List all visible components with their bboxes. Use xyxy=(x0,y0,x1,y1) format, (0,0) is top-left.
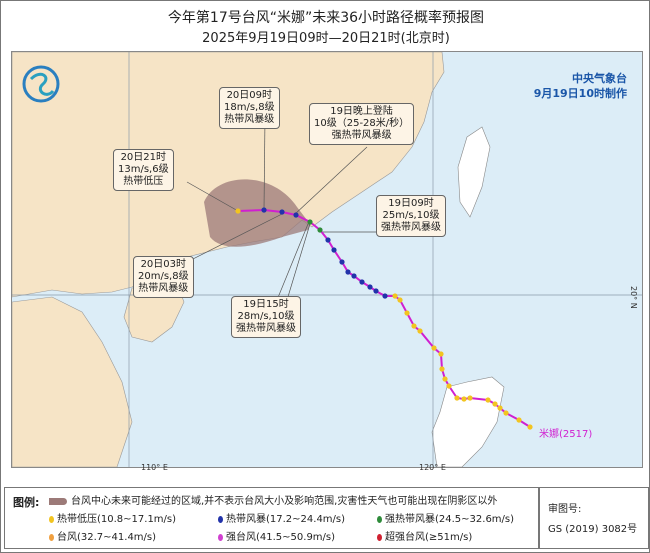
track-point xyxy=(261,207,267,213)
legend-item: 超强台风(≥51m/s) xyxy=(377,528,472,543)
annotation-landfall: 19日晚上登陆 10级（25-28米/秒） 强热带风暴级 xyxy=(309,103,415,145)
track-point xyxy=(442,376,448,382)
track-point xyxy=(293,212,299,218)
track-point xyxy=(527,424,533,430)
track-point xyxy=(392,293,398,299)
lon-110-label: 110° E xyxy=(141,463,168,472)
callout-lines xyxy=(186,116,407,301)
annotation-19d15: 19日15时 28m/s,10级 强热带风暴级 xyxy=(231,296,301,338)
track-point xyxy=(382,293,388,299)
track-point xyxy=(467,395,473,401)
cma-logo-icon xyxy=(22,65,60,103)
legend-item: 热带风暴(17.2~24.4m/s) xyxy=(218,510,345,525)
map-title: 今年第17号台风“米娜”未来36小时路径概率预报图 xyxy=(167,10,485,26)
cone-swatch-icon xyxy=(49,497,67,505)
track-point xyxy=(367,284,373,290)
legend-item: 强台风(41.5~50.9m/s) xyxy=(218,528,335,543)
track-point xyxy=(235,208,241,214)
track-point xyxy=(404,310,410,316)
lon-120-label: 120° E xyxy=(419,463,446,472)
taiwan xyxy=(457,126,491,218)
track-point xyxy=(485,397,491,403)
approval-label: 审图号: xyxy=(548,504,582,515)
track-point xyxy=(461,396,467,402)
typhoon-track xyxy=(237,208,531,428)
track-point xyxy=(279,209,285,215)
legend-item: 台风(32.7~41.4m/s) xyxy=(49,528,156,543)
indochina xyxy=(12,296,133,467)
approval-number: GS (2019) 3082号 xyxy=(548,524,638,535)
track-point xyxy=(345,269,351,275)
track-point xyxy=(331,247,337,253)
legend: 图例: 台风中心未来可能经过的区域,并不表示台风大小及影响范围,灾害性天气也可能… xyxy=(4,487,539,549)
track-point xyxy=(438,351,444,357)
probability-cone xyxy=(204,179,310,247)
track-points xyxy=(235,207,533,430)
issuer-time: 9月19日10时制作 xyxy=(533,87,627,100)
legend-label: 图例: xyxy=(13,496,40,509)
annotation-20d21: 20日21时 13m/s,6级 热带低压 xyxy=(113,149,174,191)
track-point xyxy=(439,366,445,372)
track-point xyxy=(503,410,509,416)
lat-20-label: 20° N xyxy=(629,286,638,309)
track-point xyxy=(339,259,345,265)
track-point xyxy=(359,279,365,285)
track-point xyxy=(417,328,423,334)
annotation-20d03: 20日03时 20m/s,8级 热带风暴级 xyxy=(133,256,194,298)
map-subtitle: 2025年9月19日09时—20日21时(北京时) xyxy=(202,31,450,46)
track-point xyxy=(516,417,522,423)
track-point xyxy=(497,405,503,411)
annotation-20d09: 20日09时 18m/s,8级 热带风暴级 xyxy=(219,87,280,129)
legend-item: 热带低压(10.8~17.1m/s) xyxy=(49,510,176,525)
track-point xyxy=(373,288,379,294)
track-point xyxy=(325,237,331,243)
track-point xyxy=(431,345,437,351)
issuer: 中央气象台 9月19日10时制作 xyxy=(534,71,627,101)
annotation-19d09: 19日09时 25m/s,10级 强热带风暴级 xyxy=(376,195,446,237)
legend-cone: 台风中心未来可能经过的区域,并不表示台风大小及影响范围,灾害性天气也可能出现在阴… xyxy=(49,492,497,507)
track-point xyxy=(454,395,460,401)
approval-box: 审图号: GS (2019) 3082号 xyxy=(539,487,649,549)
track-point xyxy=(397,297,403,303)
track-point xyxy=(307,219,313,225)
issuer-name: 中央气象台 xyxy=(572,72,627,85)
storm-label: 米娜(2517) xyxy=(539,429,593,440)
track-point xyxy=(411,323,417,329)
track-point xyxy=(492,401,498,407)
track-point xyxy=(317,227,323,233)
track-point xyxy=(351,273,357,279)
track-point xyxy=(446,383,452,389)
legend-item: 强热带风暴(24.5~32.6m/s) xyxy=(377,510,514,525)
